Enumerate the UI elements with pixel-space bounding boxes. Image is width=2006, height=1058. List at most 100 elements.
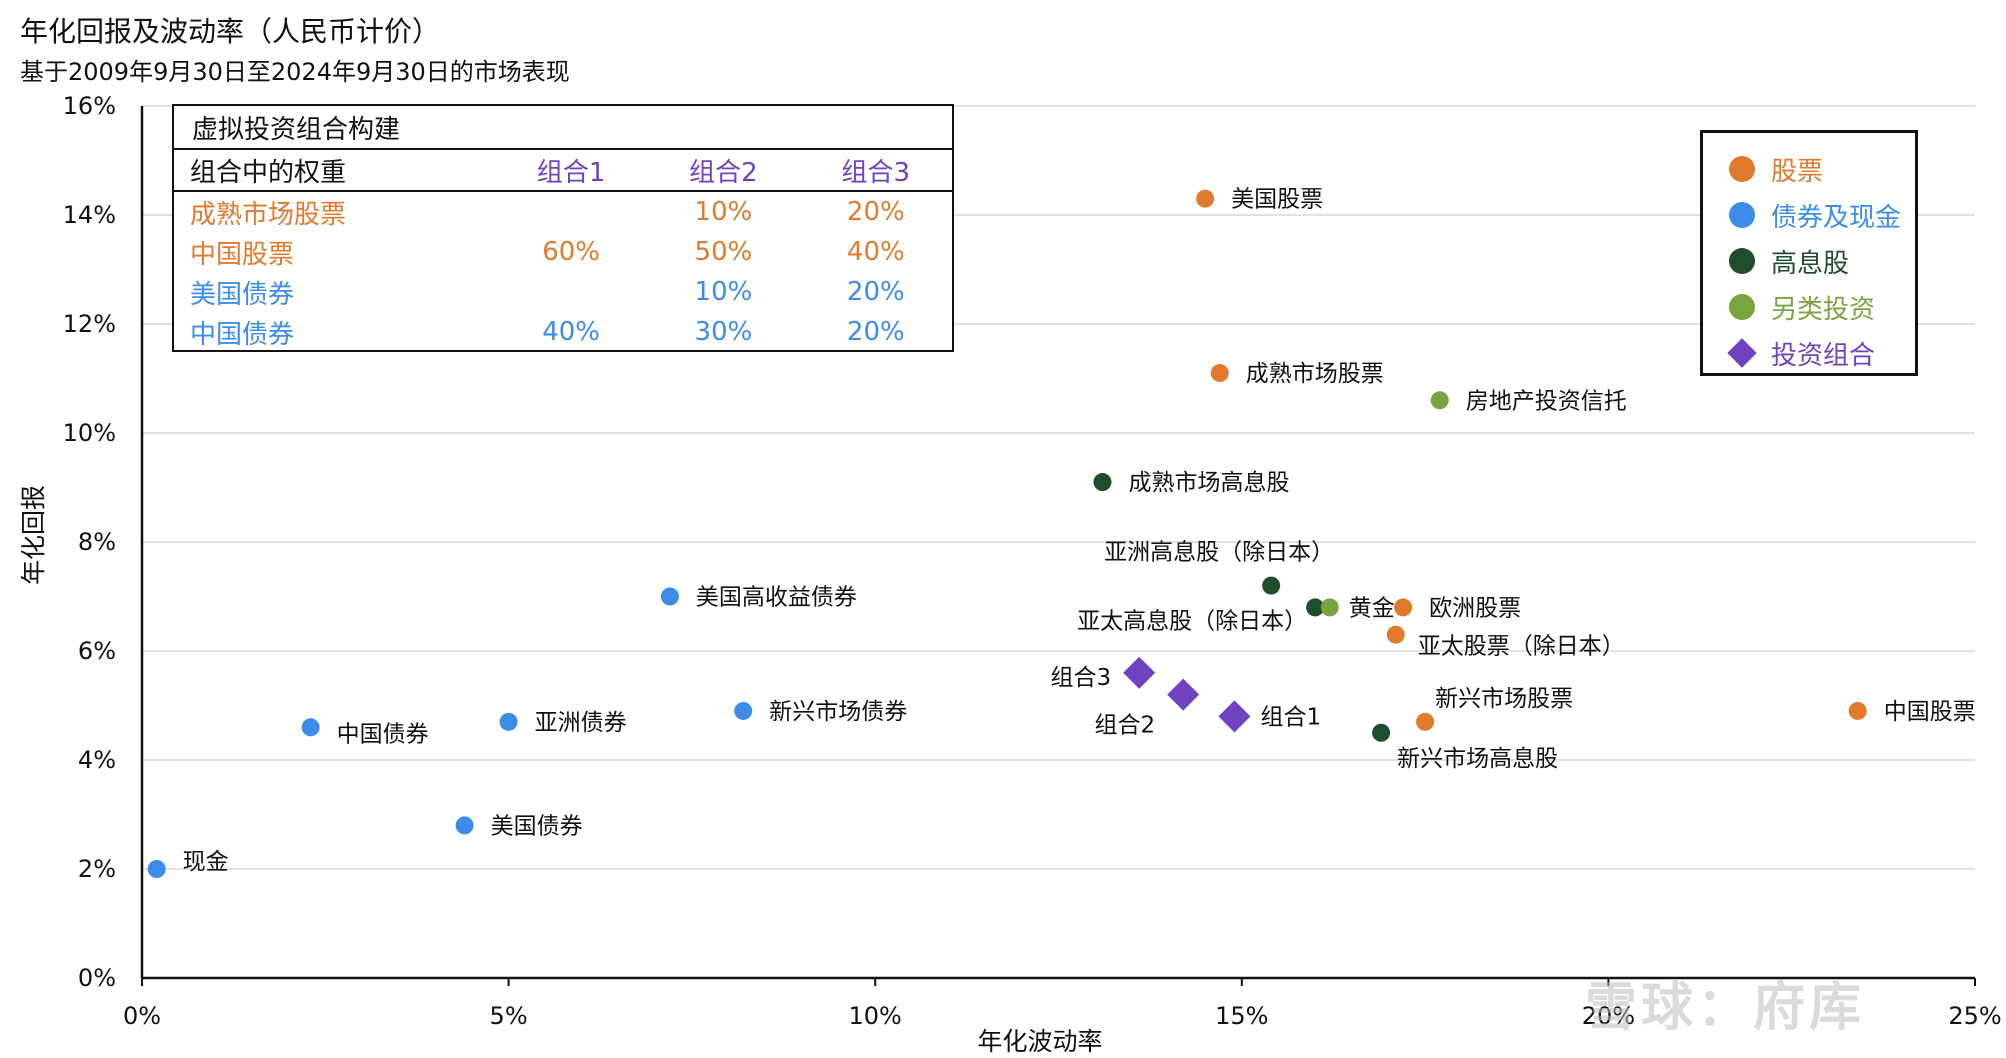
point-label: 美国高收益债券 [696,585,857,611]
x-tick-label: 15% [1215,1002,1268,1030]
point-label: 黄金 [1349,595,1395,621]
legend-marker [1729,202,1755,228]
legend-label: 股票 [1771,156,1824,187]
row-value: 60% [542,237,600,267]
data-point [734,701,753,720]
data-point [1320,598,1339,617]
data-point [1210,364,1229,383]
legend-marker [1729,156,1755,182]
legend-marker [1729,248,1755,274]
row-value: 20% [846,317,905,347]
point-label: 现金 [183,849,229,875]
watermark: 雪球：府库 [1585,978,1866,1038]
data-point [147,860,166,878]
table-row: 美国债券 10% 20% [174,272,952,312]
point-label: 亚洲债券 [535,710,627,736]
point-label: 新兴市场股票 [1435,686,1573,712]
row-value: 30% [694,317,753,347]
row-label: 中国股票 [190,239,295,270]
row-value: 50% [694,237,753,267]
legend: 股票 债券及现金 高息股 另类投资 投资组合 [1700,130,1918,376]
point-label: 组合1 [1260,704,1321,730]
legend-label: 债券及现金 [1771,202,1902,233]
point-label: 亚太股票（除日本） [1418,634,1625,660]
point-label: 成熟市场股票 [1246,361,1384,387]
point-label: 亚洲高息股（除日本） [1104,540,1334,566]
x-tick-label: 20% [1582,1002,1635,1030]
point-label: 亚太高息股（除日本） [1077,608,1307,634]
table-row: 中国债券 40% 30% 20% [174,312,952,352]
legend-item-bond: 债券及现金 [1729,195,1901,235]
legend-item-alt: 另类投资 [1729,287,1875,327]
point-label: 新兴市场债券 [769,699,907,725]
legend-marker [1729,294,1755,320]
y-tick-label: 2% [78,855,116,883]
row-value: 10% [694,197,753,227]
x-axis-title: 年化波动率 [977,1027,1102,1056]
table-title: 虚拟投资组合构建 [174,106,952,150]
data-point-diamond [1218,700,1251,733]
y-axis-title: 年化回报 [19,485,48,585]
data-points: 美国股票成熟市场股票欧洲股票亚太股票（除日本）新兴市场股票中国股票美国高收益债券… [147,187,1976,878]
row-value: 40% [542,317,600,347]
row-label: 成熟市场股票 [190,199,347,230]
table-row: 中国股票 60% 50% 40% [174,232,952,272]
point-label: 组合2 [1095,713,1156,739]
data-point [1386,625,1405,644]
row-label: 美国债券 [190,279,295,310]
table-header-label: 组合中的权重 [174,149,495,192]
data-point [455,816,474,835]
y-tick-label: 8% [78,528,116,556]
row-value [495,272,647,312]
y-tick-label: 4% [78,746,116,774]
legend-label: 投资组合 [1771,340,1876,371]
data-point [1372,723,1391,742]
y-tick-label: 10% [63,419,116,447]
data-point [1093,473,1112,492]
y-tick-label: 12% [63,310,116,338]
data-point [1262,576,1281,595]
row-value: 20% [846,197,905,227]
data-point [1416,712,1435,731]
axes [140,106,1976,986]
row-value [495,191,647,232]
row-value: 40% [846,237,905,267]
table-column-header: 组合1 [494,149,648,192]
data-point [301,718,320,737]
data-point [1848,701,1867,720]
data-point [1430,391,1449,410]
x-tick-label: 5% [490,1002,528,1030]
data-point [1306,598,1325,617]
point-label: 美国债券 [491,813,583,839]
row-label: 中国债券 [190,319,295,350]
portfolio-weights-table: 虚拟投资组合构建 组合中的权重 组合1 组合2 组合3 成熟市场股票 10% 2… [172,104,954,352]
point-label: 房地产投资信托 [1466,388,1627,414]
point-label: 新兴市场高息股 [1397,746,1558,772]
point-label: 组合3 [1051,665,1112,691]
x-tick-label: 25% [1948,1002,2001,1030]
point-label: 欧洲股票 [1429,595,1521,621]
data-point-diamond [1167,678,1200,711]
point-label: 中国股票 [1884,699,1976,725]
table-row: 成熟市场股票 10% 20% [174,191,952,232]
y-tick-label: 6% [78,637,116,665]
row-value: 10% [694,277,753,307]
legend-item-portfolio: 投资组合 [1727,333,1876,373]
y-tick-label: 0% [78,964,116,992]
legend-item-dividend: 高息股 [1729,241,1849,281]
point-label: 成熟市场高息股 [1128,470,1289,496]
data-point-diamond [1123,656,1156,689]
legend-label: 另类投资 [1771,294,1876,325]
y-tick-label: 14% [63,201,116,229]
x-tick-label: 0% [123,1002,161,1030]
legend-label: 高息股 [1771,248,1850,279]
x-tick-label: 10% [849,1002,902,1030]
point-label: 美国股票 [1231,187,1323,213]
table-column-header: 组合3 [799,149,952,192]
data-point [499,712,518,731]
legend-marker [1727,338,1757,368]
tick-labels: 0% 2% 4% 6% 8% 10% 12% 14% 16% 0% 5% 10% 15% 20% 25% [63,92,2002,1030]
data-point [1394,598,1413,617]
y-tick-label: 16% [63,92,116,120]
point-label: 中国债券 [337,721,429,747]
